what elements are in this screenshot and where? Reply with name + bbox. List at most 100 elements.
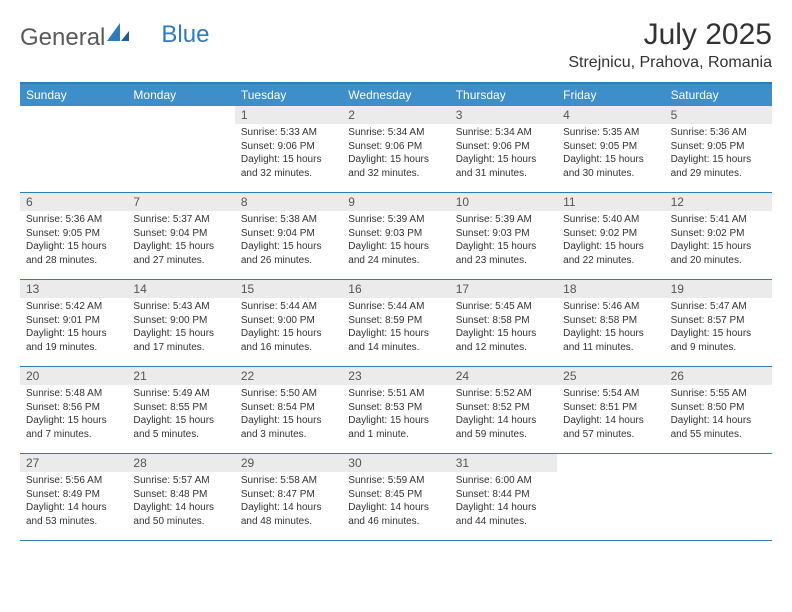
day-detail-line: Daylight: 15 hours and 24 minutes. (348, 240, 443, 267)
day-detail-line: Sunset: 8:52 PM (456, 401, 551, 415)
weekday-friday: Friday (557, 84, 664, 106)
day-details: Sunrise: 5:34 AMSunset: 9:06 PMDaylight:… (450, 124, 557, 180)
day-detail-line: Sunset: 8:58 PM (456, 314, 551, 328)
day-details (557, 472, 664, 474)
day-detail-line: Sunset: 8:56 PM (26, 401, 121, 415)
day-details: Sunrise: 5:50 AMSunset: 8:54 PMDaylight:… (235, 385, 342, 441)
day-detail-line: Sunset: 9:02 PM (671, 227, 766, 241)
day-detail-line: Sunset: 9:00 PM (241, 314, 336, 328)
day-detail-line: Sunset: 9:03 PM (348, 227, 443, 241)
day-detail-line: Daylight: 15 hours and 9 minutes. (671, 327, 766, 354)
day-detail-line: Sunset: 9:05 PM (26, 227, 121, 241)
day-details: Sunrise: 5:48 AMSunset: 8:56 PMDaylight:… (20, 385, 127, 441)
day-details (20, 124, 127, 126)
day-detail-line: Sunrise: 5:44 AM (348, 300, 443, 314)
day-detail-line: Daylight: 15 hours and 3 minutes. (241, 414, 336, 441)
brand-part2: Blue (161, 21, 209, 49)
day-number: 21 (127, 367, 234, 385)
day-number: 10 (450, 193, 557, 211)
day-number: 19 (665, 280, 772, 298)
day-detail-line: Daylight: 15 hours and 28 minutes. (26, 240, 121, 267)
day-detail-line: Sunset: 8:53 PM (348, 401, 443, 415)
day-detail-line: Sunset: 9:06 PM (348, 140, 443, 154)
day-detail-line: Sunrise: 5:39 AM (456, 213, 551, 227)
day-number: 14 (127, 280, 234, 298)
day-number: 2 (342, 106, 449, 124)
week-row: 20Sunrise: 5:48 AMSunset: 8:56 PMDayligh… (20, 367, 772, 454)
day-detail-line: Sunrise: 5:55 AM (671, 387, 766, 401)
day-detail-line: Sunset: 9:04 PM (133, 227, 228, 241)
weekday-saturday: Saturday (665, 84, 772, 106)
weekday-header-row: SundayMondayTuesdayWednesdayThursdayFrid… (20, 84, 772, 106)
day-number (665, 454, 772, 472)
day-number: 4 (557, 106, 664, 124)
day-detail-line: Daylight: 15 hours and 26 minutes. (241, 240, 336, 267)
day-number: 31 (450, 454, 557, 472)
day-details: Sunrise: 5:57 AMSunset: 8:48 PMDaylight:… (127, 472, 234, 528)
day-detail-line: Sunrise: 5:42 AM (26, 300, 121, 314)
day-detail-line: Sunrise: 5:37 AM (133, 213, 228, 227)
day-detail-line: Sunset: 8:50 PM (671, 401, 766, 415)
day-number: 9 (342, 193, 449, 211)
day-detail-line: Sunset: 9:03 PM (456, 227, 551, 241)
day-details: Sunrise: 5:41 AMSunset: 9:02 PMDaylight:… (665, 211, 772, 267)
day-details: Sunrise: 5:51 AMSunset: 8:53 PMDaylight:… (342, 385, 449, 441)
day-cell: 10Sunrise: 5:39 AMSunset: 9:03 PMDayligh… (450, 193, 557, 279)
day-detail-line: Sunset: 9:02 PM (563, 227, 658, 241)
day-number: 17 (450, 280, 557, 298)
day-detail-line: Sunrise: 5:51 AM (348, 387, 443, 401)
day-detail-line: Sunset: 8:49 PM (26, 488, 121, 502)
weekday-monday: Monday (127, 84, 234, 106)
day-cell: 16Sunrise: 5:44 AMSunset: 8:59 PMDayligh… (342, 280, 449, 366)
day-cell: 6Sunrise: 5:36 AMSunset: 9:05 PMDaylight… (20, 193, 127, 279)
day-cell (20, 106, 127, 192)
day-detail-line: Sunrise: 5:48 AM (26, 387, 121, 401)
day-cell: 2Sunrise: 5:34 AMSunset: 9:06 PMDaylight… (342, 106, 449, 192)
day-detail-line: Sunset: 9:04 PM (241, 227, 336, 241)
day-number: 28 (127, 454, 234, 472)
calendar: SundayMondayTuesdayWednesdayThursdayFrid… (20, 82, 772, 541)
day-detail-line: Sunset: 8:59 PM (348, 314, 443, 328)
day-cell: 23Sunrise: 5:51 AMSunset: 8:53 PMDayligh… (342, 367, 449, 453)
day-detail-line: Sunrise: 5:34 AM (348, 126, 443, 140)
day-details: Sunrise: 5:59 AMSunset: 8:45 PMDaylight:… (342, 472, 449, 528)
day-detail-line: Sunrise: 5:58 AM (241, 474, 336, 488)
calendar-weeks: 1Sunrise: 5:33 AMSunset: 9:06 PMDaylight… (20, 106, 772, 541)
day-cell: 19Sunrise: 5:47 AMSunset: 8:57 PMDayligh… (665, 280, 772, 366)
day-cell: 8Sunrise: 5:38 AMSunset: 9:04 PMDaylight… (235, 193, 342, 279)
day-detail-line: Daylight: 15 hours and 32 minutes. (348, 153, 443, 180)
day-detail-line: Daylight: 15 hours and 5 minutes. (133, 414, 228, 441)
day-detail-line: Daylight: 15 hours and 11 minutes. (563, 327, 658, 354)
day-detail-line: Sunset: 8:54 PM (241, 401, 336, 415)
day-detail-line: Daylight: 15 hours and 30 minutes. (563, 153, 658, 180)
day-detail-line: Daylight: 15 hours and 12 minutes. (456, 327, 551, 354)
day-detail-line: Daylight: 14 hours and 44 minutes. (456, 501, 551, 528)
day-detail-line: Sunrise: 5:44 AM (241, 300, 336, 314)
day-details: Sunrise: 5:42 AMSunset: 9:01 PMDaylight:… (20, 298, 127, 354)
day-detail-line: Daylight: 14 hours and 50 minutes. (133, 501, 228, 528)
day-number: 26 (665, 367, 772, 385)
day-detail-line: Sunrise: 5:50 AM (241, 387, 336, 401)
day-details: Sunrise: 5:34 AMSunset: 9:06 PMDaylight:… (342, 124, 449, 180)
day-detail-line: Sunset: 8:47 PM (241, 488, 336, 502)
day-detail-line: Daylight: 14 hours and 59 minutes. (456, 414, 551, 441)
day-detail-line: Sunrise: 5:34 AM (456, 126, 551, 140)
day-detail-line: Daylight: 14 hours and 48 minutes. (241, 501, 336, 528)
day-detail-line: Sunset: 9:06 PM (456, 140, 551, 154)
day-detail-line: Sunrise: 5:39 AM (348, 213, 443, 227)
day-details: Sunrise: 5:54 AMSunset: 8:51 PMDaylight:… (557, 385, 664, 441)
day-cell: 31Sunrise: 6:00 AMSunset: 8:44 PMDayligh… (450, 454, 557, 540)
day-detail-line: Daylight: 15 hours and 19 minutes. (26, 327, 121, 354)
day-detail-line: Sunrise: 5:45 AM (456, 300, 551, 314)
day-detail-line: Sunrise: 5:46 AM (563, 300, 658, 314)
day-cell (127, 106, 234, 192)
day-number (20, 106, 127, 124)
day-detail-line: Daylight: 14 hours and 57 minutes. (563, 414, 658, 441)
brand-part1: General (20, 24, 105, 52)
day-details: Sunrise: 5:43 AMSunset: 9:00 PMDaylight:… (127, 298, 234, 354)
day-detail-line: Daylight: 15 hours and 1 minute. (348, 414, 443, 441)
day-detail-line: Sunset: 8:44 PM (456, 488, 551, 502)
day-details: Sunrise: 5:36 AMSunset: 9:05 PMDaylight:… (665, 124, 772, 180)
day-details: Sunrise: 5:47 AMSunset: 8:57 PMDaylight:… (665, 298, 772, 354)
day-number: 8 (235, 193, 342, 211)
